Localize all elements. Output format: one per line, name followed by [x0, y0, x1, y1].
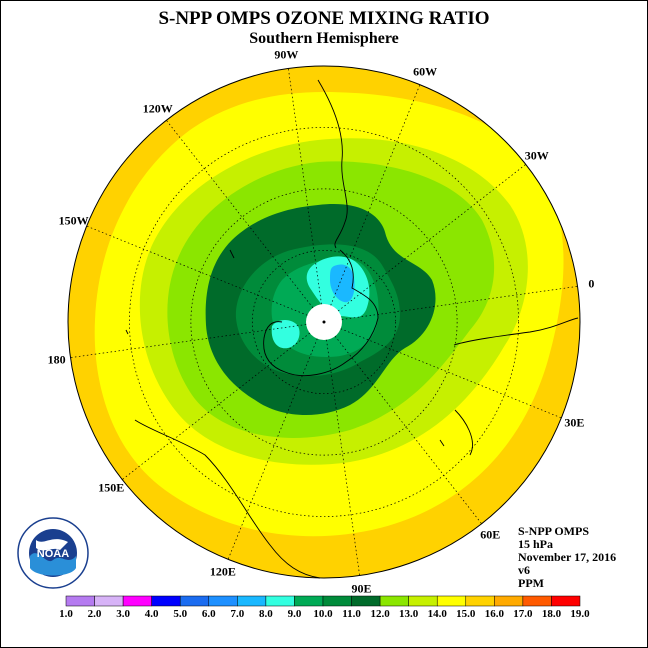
- coastline-south-america: [317, 79, 348, 249]
- latitude-circle: [190, 188, 458, 456]
- info-units: PPM: [518, 576, 544, 590]
- colorbar-tick-label: 6.0: [201, 608, 216, 620]
- colorbar-tick-label: 4.0: [144, 608, 159, 620]
- colorbar-tick-label: 13.0: [399, 608, 419, 620]
- coastline-madagascar: [454, 409, 473, 456]
- ozone-region-7ppm: [330, 264, 355, 303]
- longitude-label: 30E: [564, 415, 585, 430]
- longitude-label: 150W: [58, 213, 89, 228]
- south-pole-marker: [322, 320, 326, 324]
- info-level: 15 hPa: [518, 537, 554, 551]
- colorbar-tick-label: 3.0: [116, 608, 130, 620]
- colorbar-tick-label: 19.0: [570, 608, 590, 620]
- colorbar-tick-label: 10.0: [313, 608, 333, 620]
- noaa-logo: NOAA: [16, 516, 90, 590]
- colorbar-tick-label: 15.0: [456, 608, 476, 620]
- longitude-label: 150E: [98, 480, 125, 495]
- colorbar-tick-label: 14.0: [427, 608, 447, 620]
- longitude-label: 0: [588, 276, 595, 291]
- longitude-label: 90E: [351, 581, 372, 596]
- map-title: S-NPP OMPS OZONE MIXING RATIO: [158, 8, 490, 29]
- coastline-islands: [125, 249, 445, 447]
- graticule: [70, 68, 578, 576]
- info-version: v6: [518, 563, 530, 577]
- info-block: S-NPP OMPS 15 hPa November 17, 2016 v6 P…: [518, 525, 616, 590]
- longitude-label: 120W: [142, 101, 173, 116]
- ozone-field: [68, 66, 580, 578]
- longitude-label: 60E: [480, 527, 501, 542]
- colorbar-tick-label: 18.0: [541, 608, 562, 620]
- latitude-circle: [251, 249, 397, 395]
- colorbar-tick-label: 16.0: [484, 608, 504, 620]
- coastline-africa-south: [453, 317, 579, 346]
- colorbar-tick-label: 1.0: [59, 608, 73, 620]
- colorbar-tick-label: 5.0: [173, 608, 188, 620]
- info-instrument: S-NPP OMPS: [518, 524, 589, 538]
- colorbar-tick-label: 11.0: [342, 608, 361, 620]
- map-subtitle: Southern Hemisphere: [249, 30, 399, 47]
- longitude-label: 120E: [209, 564, 236, 579]
- info-date: November 17, 2016: [518, 550, 617, 564]
- latitude-circle: [129, 127, 519, 517]
- longitude-label: 180: [47, 352, 66, 367]
- colorbar-tick-label: 7.0: [230, 608, 245, 620]
- noaa-logo-text: NOAA: [37, 548, 69, 560]
- colorbar-tick-label: 2.0: [87, 608, 102, 620]
- colorbar-tick-label: 12.0: [370, 608, 390, 620]
- colorbar-tick-label: 9.0: [287, 608, 302, 620]
- colorbar-tick-label: 17.0: [513, 608, 533, 620]
- colorbar-tick-label: 8.0: [259, 608, 273, 620]
- map-boundary: [67, 65, 581, 579]
- coastline-antarctica: [263, 249, 379, 377]
- longitude-label: 30W: [524, 148, 549, 163]
- ozone-region-8ppm-small: [271, 320, 300, 349]
- longitude-label: 60W: [413, 64, 438, 79]
- longitude-label: 90W: [274, 47, 299, 62]
